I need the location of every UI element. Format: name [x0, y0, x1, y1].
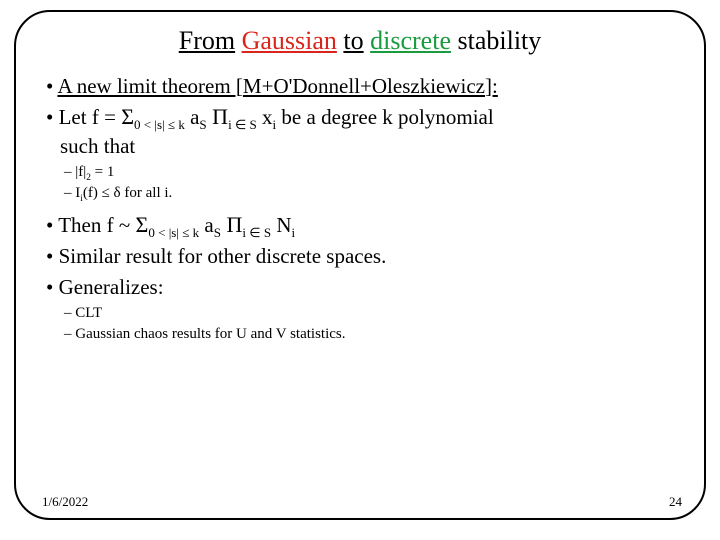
- sigma-icon-2: Σ: [136, 212, 149, 237]
- b2-asub: S: [199, 118, 206, 133]
- b2-line2: such that: [60, 132, 674, 160]
- s2tail: (f) ≤ δ for all i.: [83, 185, 172, 201]
- sub-3: CLT: [80, 303, 674, 324]
- b3-pre: Then f ~: [58, 213, 135, 237]
- b3-as: a: [199, 213, 214, 237]
- bullet-3: Then f ~ Σ0 < |s| ≤ k aS Πi ∈ S Ni: [60, 210, 674, 240]
- pi-icon: Π: [207, 104, 228, 129]
- footer-page-number: 24: [669, 494, 682, 510]
- title-w2: Gaussian: [242, 26, 337, 55]
- b3-asub: S: [214, 226, 221, 241]
- title-w5: stability: [457, 26, 541, 55]
- bullet-1: A new limit theorem [M+O'Donnell+Oleszki…: [60, 72, 674, 100]
- b2-as: a: [185, 105, 200, 129]
- b3-psub: i ∈ S: [242, 226, 271, 241]
- title-w1: From: [179, 26, 235, 55]
- bullet-4: Similar result for other discrete spaces…: [60, 242, 674, 270]
- b3-N: N: [271, 213, 291, 237]
- bullet-list-2: Then f ~ Σ0 < |s| ≤ k aS Πi ∈ S Ni Simil…: [46, 210, 674, 300]
- s1tail: = 1: [91, 164, 114, 180]
- b2-pre: Let f =: [59, 105, 122, 129]
- b1-auth: M+O'Donnell+Oleszkiewicz: [243, 74, 485, 98]
- b1-pre: A new limit theorem [: [57, 74, 242, 98]
- sigma-icon: Σ: [121, 104, 134, 129]
- pi-icon-2: Π: [221, 212, 242, 237]
- s1: |f|: [75, 164, 86, 180]
- title-w4: discrete: [370, 26, 451, 55]
- slide-frame: From Gaussian to discrete stability A ne…: [14, 10, 706, 520]
- sub-1: |f|2 = 1: [80, 162, 674, 183]
- bullet-2: Let f = Σ0 < |s| ≤ k aS Πi ∈ S xi be a d…: [60, 102, 674, 160]
- b2-tail: be a degree k polynomial: [276, 105, 494, 129]
- bullet-5: Generalizes:: [60, 273, 674, 301]
- slide-title: From Gaussian to discrete stability: [46, 26, 674, 56]
- b1-post: ]:: [485, 74, 498, 98]
- sub-list-2: CLT Gaussian chaos results for U and V s…: [46, 303, 674, 345]
- b2-psub: i ∈ S: [228, 118, 257, 133]
- b2-sub1: 0 < |s| ≤ k: [134, 118, 185, 133]
- footer-date: 1/6/2022: [42, 494, 88, 510]
- sub-4: Gaussian chaos results for U and V stati…: [80, 324, 674, 345]
- b2-x: x: [257, 105, 273, 129]
- sub-2: Ii(f) ≤ δ for all i.: [80, 183, 674, 204]
- b3-sub1: 0 < |s| ≤ k: [148, 226, 199, 241]
- sub-list-1: |f|2 = 1 Ii(f) ≤ δ for all i.: [46, 162, 674, 204]
- b3-Nsub: i: [292, 226, 296, 241]
- title-w3: to: [343, 26, 363, 55]
- bullet-list: A new limit theorem [M+O'Donnell+Oleszki…: [46, 72, 674, 160]
